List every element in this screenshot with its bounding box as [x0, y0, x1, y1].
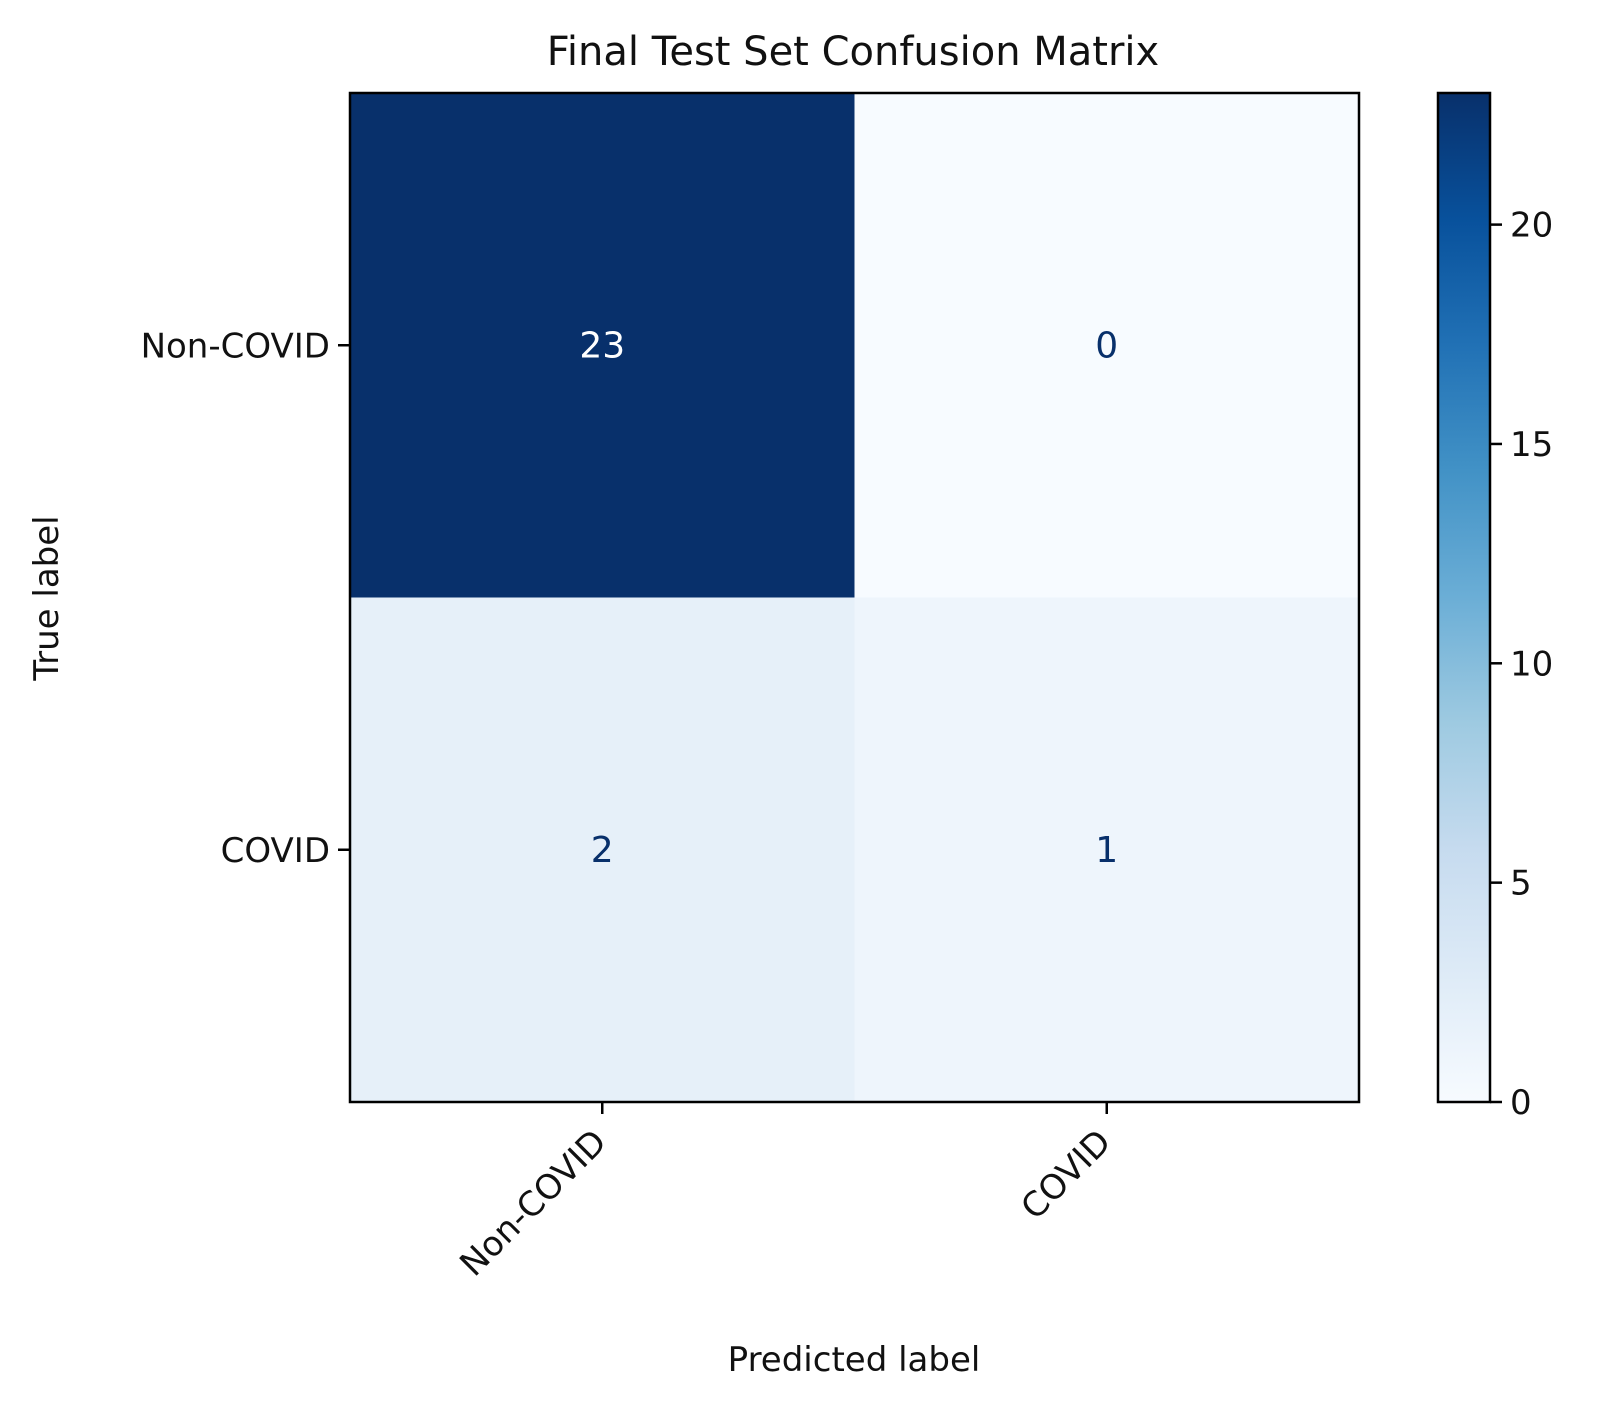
y-axis-label: True label: [27, 515, 67, 681]
y-axis: Non-COVID COVID: [141, 326, 350, 871]
x-axis: Non-COVID COVID: [452, 1102, 1119, 1284]
matrix-cell-labels: 23 0 2 1: [579, 325, 1118, 871]
cell-value-label: 0: [1095, 325, 1118, 366]
matrix-cell: [854, 597, 1359, 1102]
y-tick-label: COVID: [221, 831, 330, 871]
y-tick-label: Non-COVID: [141, 326, 330, 366]
chart-title: Final Test Set Confusion Matrix: [547, 29, 1159, 75]
colorbar-tick-label: 15: [1510, 425, 1553, 465]
colorbar-ticks: 0 5 10 15 20: [1490, 206, 1553, 1123]
matrix-frame: [348, 91, 1361, 1104]
cell-value-label: 1: [1095, 830, 1118, 871]
matrix-cells: [350, 93, 1359, 1102]
colorbar-tick-label: 20: [1510, 206, 1553, 246]
x-axis-label: Predicted label: [728, 1340, 981, 1380]
colorbar-frame: [1436, 91, 1492, 1104]
matrix-cell: [350, 93, 855, 598]
x-tick-label: Non-COVID: [452, 1122, 614, 1284]
colorbar: [1438, 93, 1490, 1102]
colorbar-tick-label: 10: [1510, 644, 1553, 684]
matrix-cell: [350, 597, 855, 1102]
colorbar-tick-label: 0: [1510, 1083, 1532, 1123]
cell-value-label: 23: [579, 325, 625, 366]
colorbar-tick-label: 5: [1510, 864, 1532, 904]
cell-value-label: 2: [591, 830, 614, 871]
matrix-cell: [854, 93, 1359, 598]
x-tick-label: COVID: [1013, 1122, 1119, 1228]
